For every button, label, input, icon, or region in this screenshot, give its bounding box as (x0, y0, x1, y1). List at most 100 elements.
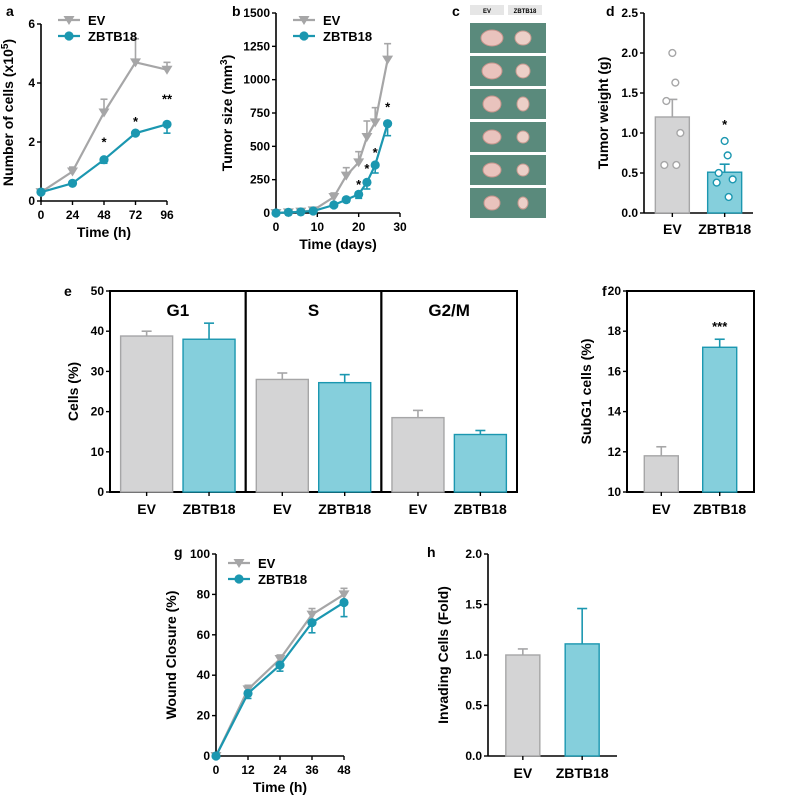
data-point-marker (341, 195, 351, 205)
chart-panel-e: e 0 10 20 30 40 50 Cells (%) G1 EV ZBTB18 S EV ZBTB18… (64, 283, 519, 517)
x-tick-label: 12 (241, 763, 255, 777)
y-tick-label: 500 (250, 139, 270, 153)
group-title: S (308, 301, 319, 320)
data-point-marker (307, 618, 317, 628)
series-line (40, 61, 168, 194)
data-point-marker (67, 178, 78, 188)
y-tick-label: 40 (91, 324, 105, 338)
x-tick-label: 36 (305, 763, 319, 777)
y-tick-label: 2.5 (621, 6, 638, 20)
significance-label: * (373, 145, 379, 160)
photo-label: ZBTB18 (514, 9, 537, 15)
tumor-ev (483, 195, 501, 211)
y-tick-label: 4 (28, 76, 35, 90)
photo-row (470, 56, 546, 86)
legend-label: EV (88, 13, 106, 28)
significance-label: * (722, 117, 728, 132)
y-tick-label: 80 (197, 587, 211, 601)
y-axis-label: Number of cells (x105) (0, 39, 16, 186)
y-tick-label: 40 (197, 668, 211, 682)
significance-label: * (356, 177, 362, 192)
y-axis-label: Invading Cells (Fold) (435, 586, 451, 724)
significance-label: * (385, 100, 391, 115)
data-point-marker (130, 128, 141, 138)
y-tick-label: 16 (608, 364, 622, 378)
bar (702, 346, 738, 493)
y-tick-label: 0.0 (465, 749, 482, 763)
y-tick-label: 0 (203, 749, 210, 763)
photo-row (470, 188, 546, 218)
y-axis-label: SubG1 cells (%) (578, 339, 594, 445)
chart-panel-b: b 0 250 500 750 1000 1250 1500 0 10 20 30 Time (days… (219, 3, 407, 252)
tumor-zbtb18 (516, 130, 530, 144)
legend-label: EV (258, 556, 276, 571)
x-tick-label: 96 (160, 208, 174, 222)
bar (119, 335, 174, 493)
y-tick-label: 250 (250, 173, 270, 187)
data-point-marker (275, 660, 285, 670)
panel-letter: a (6, 3, 14, 19)
y-tick-label: 0.0 (621, 206, 638, 220)
chart-panel-f: f 10 12 14 16 18 20 SubG1 cells (%) EV ZBTB18 *** (578, 283, 755, 517)
series-line (215, 593, 345, 757)
photo-row (470, 155, 546, 185)
x-tick-label: EV (663, 221, 682, 237)
y-tick-label: 100 (190, 547, 210, 561)
data-point (668, 48, 677, 58)
y-tick-label: 20 (197, 709, 211, 723)
data-point (660, 160, 669, 170)
plot-frame (626, 290, 755, 493)
x-tick-label: 48 (97, 208, 111, 222)
data-point-marker (383, 119, 393, 129)
data-point-marker (382, 55, 394, 65)
data-point-marker (161, 65, 173, 75)
series-line (275, 59, 389, 215)
x-tick-label: EV (513, 765, 532, 781)
data-point (728, 175, 737, 184)
chart-panel-h: h 0.0 0.5 1.0 1.5 2.0 Invading Cells (Fold) EV Z… (427, 544, 617, 781)
data-point (676, 128, 685, 138)
bar (255, 378, 309, 493)
x-tick-label: 0 (213, 763, 220, 777)
data-point-marker (340, 171, 352, 181)
y-axis-label: Cells (%) (65, 362, 81, 421)
data-point-marker (353, 158, 365, 168)
tumor-zbtb18 (517, 196, 529, 210)
y-axis-label: Tumor weight (g) (595, 57, 611, 170)
data-point-marker (354, 189, 364, 199)
bar (453, 433, 508, 493)
data-point-marker (274, 655, 286, 665)
tumor-ev (482, 95, 502, 113)
photo-row (470, 122, 546, 152)
data-point-marker (296, 207, 306, 217)
legend-label: ZBTB18 (323, 29, 372, 44)
photo-label-box (508, 5, 542, 15)
significance-label: * (101, 134, 107, 149)
data-point (724, 192, 733, 202)
y-tick-label: 20 (91, 405, 105, 419)
y-tick-label: 2.0 (621, 46, 638, 60)
data-point-marker (339, 597, 349, 608)
y-tick-label: 0.5 (465, 699, 482, 713)
y-tick-label: 1.5 (621, 86, 638, 100)
data-point-marker (36, 187, 46, 197)
y-tick-label: 750 (250, 106, 270, 120)
x-tick-label: 0 (38, 208, 45, 222)
panel-letter: c (452, 3, 460, 19)
y-tick-label: 1500 (243, 6, 270, 20)
significance-label: * (364, 161, 370, 176)
data-point (671, 78, 680, 87)
x-tick-label: EV (273, 501, 292, 517)
x-tick-label: ZBTB18 (693, 501, 746, 517)
tumor-ev (480, 29, 504, 47)
data-point-marker (283, 207, 293, 217)
tumor-zbtb18 (514, 30, 532, 46)
chart-panel-g: g 0 20 40 60 80 100 0 12 24 36 48 Time (h) Wound Clos… (163, 544, 351, 795)
panel-letter: b (232, 3, 241, 19)
data-point-marker (243, 688, 253, 698)
panel-letter: f (602, 283, 607, 299)
y-tick-label: 2 (28, 135, 35, 149)
y-tick-label: 14 (608, 405, 622, 419)
series-line (275, 123, 389, 215)
